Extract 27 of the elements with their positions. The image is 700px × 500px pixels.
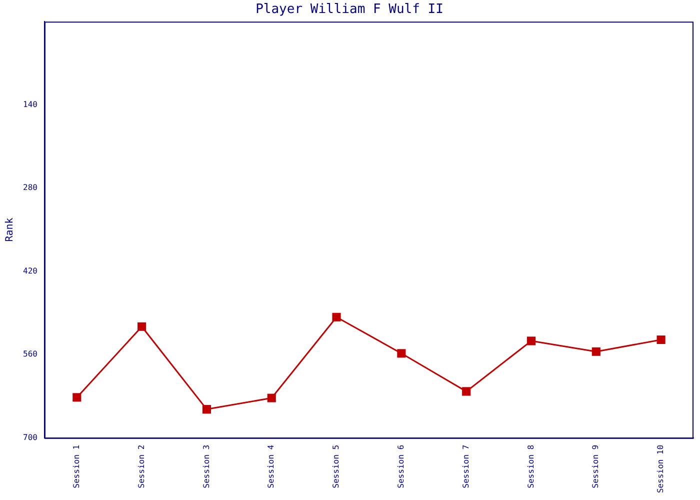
x-tick-label: Session 7 (461, 444, 470, 488)
x-tick-label: Session 6 (396, 444, 406, 488)
point (267, 394, 276, 402)
point (397, 349, 406, 358)
x-tick-label: Session 8 (526, 444, 536, 488)
point (592, 347, 600, 356)
x-tick-label: Session 4 (266, 444, 276, 488)
point (526, 336, 536, 346)
point (72, 393, 82, 402)
y-tick-label: 700 (22, 432, 38, 442)
x-tick-label: Session 9 (591, 444, 600, 488)
x-tick-label: Session 3 (202, 444, 211, 488)
point (202, 405, 211, 414)
y-tick-label: 560 (22, 350, 38, 359)
x-tick-label: Session 1 (72, 444, 81, 488)
point (138, 322, 146, 331)
y-tick-label: 420 (22, 266, 38, 276)
point (656, 335, 666, 344)
y-tick-label: 140 (22, 100, 38, 109)
y-tick-label: 280 (22, 183, 38, 192)
chart-title: Player William F Wulf II (256, 2, 444, 18)
point (332, 312, 341, 322)
x-tick-label: Session 5 (332, 444, 341, 488)
y-axis-title: Rank (4, 218, 16, 242)
x-tick-label: Session 10 (656, 444, 666, 494)
x-tick-label: Session 2 (136, 444, 146, 488)
point (462, 387, 471, 396)
